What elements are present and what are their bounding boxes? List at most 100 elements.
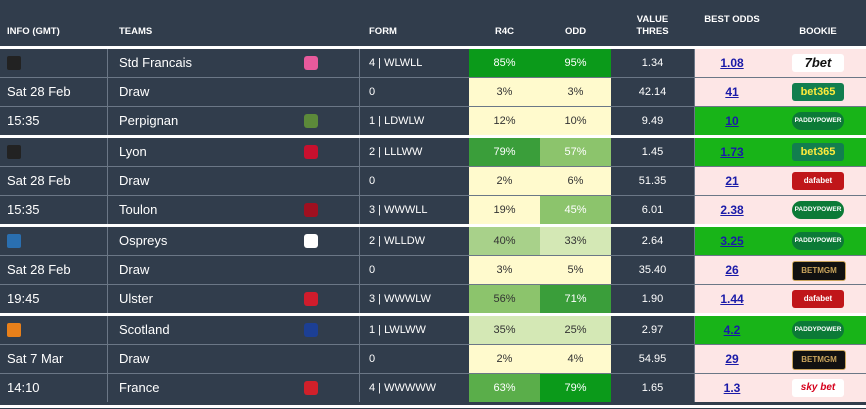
table-row[interactable]: Sat 28 Feb Draw 0 2% 6% 51.35 21 dafabet: [0, 167, 866, 195]
best-odds-link[interactable]: 10: [725, 114, 739, 128]
team-name: Draw: [119, 351, 150, 366]
column-divider: [359, 196, 360, 224]
team-name: Ospreys: [119, 233, 168, 248]
table-row[interactable]: 14:10 France 4 | WWWWW 63% 79% 1.65 1.3 sky bet: [0, 374, 866, 402]
table-row[interactable]: Sat 28 Feb Draw 0 3% 3% 42.14 41 bet365: [0, 78, 866, 106]
column-divider: [359, 345, 360, 373]
table-row[interactable]: 15:35 Perpignan 1 | LDWLW 12% 10% 9.49 10 PADDY…: [0, 107, 866, 135]
match-separator: [0, 313, 866, 316]
ulster-crest-icon: [304, 292, 318, 306]
table-row[interactable]: Lyon 2 | LLLWW 79% 57% 1.45 1.73 bet365: [0, 138, 866, 166]
bookie-logo[interactable]: bet365: [792, 83, 844, 101]
bookie-logo[interactable]: PADDYPOWER: [792, 321, 844, 339]
row-divider: [0, 106, 866, 107]
table-row[interactable]: Scotland 1 | LWLWW 35% 25% 2.97 4.2 PADDYPOWER: [0, 316, 866, 344]
perpignan-crest-icon: [304, 114, 318, 128]
bookie-logo[interactable]: sky bet: [792, 379, 844, 397]
bookie-logo[interactable]: BETMGM: [792, 350, 846, 370]
bookie: 7bet: [770, 49, 866, 77]
best-odds: 29: [694, 345, 770, 373]
odd-probability: 71%: [540, 285, 611, 313]
ospreys-crest-icon: [304, 234, 318, 248]
team-name: Perpignan: [119, 113, 179, 128]
value-threshold: 42.14: [638, 86, 667, 98]
table-row[interactable]: Sat 28 Feb Draw 0 3% 5% 35.40 26 BETMGM: [0, 256, 866, 284]
column-divider: [694, 374, 695, 402]
header-r4c: R4C: [494, 26, 514, 37]
best-odds-link[interactable]: 29: [725, 352, 739, 366]
column-divider: [359, 167, 360, 195]
best-odds-link[interactable]: 1.3: [723, 381, 741, 395]
bookie-logo[interactable]: bet365: [792, 143, 844, 161]
bookie-logo[interactable]: dafabet: [792, 172, 844, 190]
column-divider: [107, 196, 108, 224]
team-form: 0: [369, 175, 376, 187]
column-divider: [107, 227, 108, 255]
value-threshold: 2.97: [641, 324, 664, 336]
column-divider: [107, 256, 108, 284]
bookie-logo[interactable]: BETMGM: [792, 261, 846, 281]
table-row[interactable]: Ospreys 2 | WLLDW 40% 33% 2.64 3.25 PADDYPOWER: [0, 227, 866, 255]
best-odds-link[interactable]: 3.25: [720, 234, 744, 248]
team-name: Draw: [119, 262, 150, 277]
stade-francais-crest-icon: [304, 56, 318, 70]
best-odds-link[interactable]: 1.08: [720, 56, 744, 70]
france-rooster-icon: [304, 381, 318, 395]
column-divider: [107, 49, 108, 77]
bookie: BETMGM: [770, 345, 866, 373]
value-threshold: 1.34: [641, 57, 664, 69]
bookie-logo[interactable]: 7bet: [792, 54, 844, 72]
bookie-logo[interactable]: dafabet: [792, 290, 844, 308]
best-odds: 21: [694, 167, 770, 195]
best-odds-link[interactable]: 1.73: [720, 145, 744, 159]
team-logo: [296, 107, 326, 135]
odd-probability: 95%: [540, 49, 611, 77]
r4c-probability: 19%: [469, 196, 540, 224]
odd-probability: 6%: [540, 167, 611, 195]
row-divider: [0, 77, 866, 78]
header-bookie: BOOKIE: [799, 26, 837, 37]
bookie-logo[interactable]: PADDYPOWER: [792, 112, 844, 130]
bookie: PADDYPOWER: [770, 196, 866, 224]
value-threshold: 6.01: [641, 204, 664, 216]
best-odds: 26: [694, 256, 770, 284]
best-odds-link[interactable]: 21: [725, 174, 739, 188]
table-row[interactable]: Sat 7 Mar Draw 0 2% 4% 54.95 29 BETMGM: [0, 345, 866, 373]
column-divider: [107, 285, 108, 313]
bookie: sky bet: [770, 374, 866, 402]
odd-probability: 5%: [540, 256, 611, 284]
value-threshold: 54.95: [638, 353, 667, 365]
six-nations-icon: [7, 323, 21, 337]
match-separator: [0, 405, 866, 408]
match-separator: [0, 224, 866, 227]
best-odds-link[interactable]: 1.44: [720, 292, 744, 306]
best-odds-link[interactable]: 2.38: [720, 203, 744, 217]
bookie-logo[interactable]: PADDYPOWER: [792, 201, 844, 219]
team-form: 0: [369, 86, 376, 98]
team-name: Toulon: [119, 202, 158, 217]
column-divider: [107, 107, 108, 135]
match-info: 19:45: [7, 291, 40, 306]
best-odds-link[interactable]: 41: [725, 85, 739, 99]
team-form: 3 | WWWLW: [369, 293, 431, 305]
column-divider: [359, 78, 360, 106]
table-row[interactable]: 19:45 Ulster 3 | WWWLW 56% 71% 1.90 1.44 dafabe…: [0, 285, 866, 313]
r4c-probability: 56%: [469, 285, 540, 313]
column-divider: [359, 374, 360, 402]
table-row[interactable]: Std Francais 4 | WLWLL 85% 95% 1.34 1.08 7bet: [0, 49, 866, 77]
team-name: Scotland: [119, 322, 170, 337]
best-odds-link[interactable]: 4.2: [723, 323, 741, 337]
column-divider: [359, 138, 360, 166]
best-odds: 3.25: [694, 227, 770, 255]
best-odds-link[interactable]: 26: [725, 263, 739, 277]
match-info: Sat 28 Feb: [7, 173, 71, 188]
value-threshold: 1.45: [641, 146, 664, 158]
team-form: 4 | WLWLL: [369, 57, 423, 69]
column-divider: [694, 196, 695, 224]
bookie-logo[interactable]: PADDYPOWER: [792, 232, 844, 250]
team-name: Lyon: [119, 144, 147, 159]
column-divider: [107, 138, 108, 166]
column-divider: [694, 256, 695, 284]
table-row[interactable]: 15:35 Toulon 3 | WWWLL 19% 45% 6.01 2.38 PADDYP…: [0, 196, 866, 224]
column-divider: [359, 256, 360, 284]
